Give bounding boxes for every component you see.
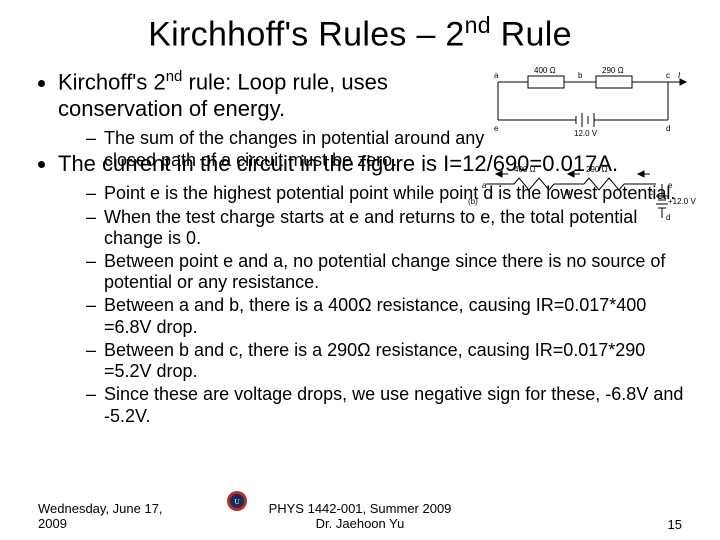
footer-page-number: 15	[668, 517, 682, 532]
r1-label-b: 400 Ω	[514, 165, 536, 174]
bullet-1-text-a: Kirchoff's 2	[58, 70, 166, 95]
bullet-2-sub-1: Point e is the highest potential point w…	[86, 183, 688, 204]
bullet-2-sub-6: Since these are voltage drops, we use ne…	[86, 384, 688, 426]
emf-label: 12.0 V	[574, 129, 598, 138]
node-d: d	[666, 124, 670, 133]
slide-title: Kirchhoff's Rules – 2nd Rule	[32, 12, 688, 54]
bullet-1-sup: nd	[166, 68, 183, 85]
footer-course-l1: PHYS 1442-001, Summer 2009	[269, 501, 452, 516]
bullet-1-sub-1: The sum of the changes in potential arou…	[86, 128, 516, 170]
title-prefix: Kirchhoff's Rules – 2	[148, 15, 464, 53]
bullet-2-sub-3: Between point e and a, no potential chan…	[86, 251, 688, 293]
title-suffix: Rule	[491, 15, 572, 53]
footer-course-l2: Dr. Jaehoon Yu	[316, 516, 405, 531]
node-a: a	[494, 71, 499, 80]
bullet-1: Kirchoff's 2nd rule: Loop rule, uses con…	[58, 68, 458, 171]
r1-label: 400 Ω	[534, 66, 556, 75]
r2-label: 290 Ω	[602, 66, 624, 75]
bullet-2-sub-2: When the test charge starts at e and ret…	[86, 207, 688, 249]
r2-label-b: 290 Ω	[586, 165, 608, 174]
current-i: I	[678, 71, 681, 80]
slide: Kirchhoff's Rules – 2nd Rule	[0, 0, 720, 540]
node-b: b	[578, 71, 583, 80]
node-c: c	[666, 71, 670, 80]
title-sup: nd	[465, 12, 491, 38]
bullet-2-sub-4: Between a and b, there is a 400Ω resista…	[86, 295, 688, 337]
footer-course: PHYS 1442-001, Summer 2009 Dr. Jaehoon Y…	[0, 501, 720, 532]
bullet-2-sub-5: Between b and c, there is a 290Ω resista…	[86, 340, 688, 382]
